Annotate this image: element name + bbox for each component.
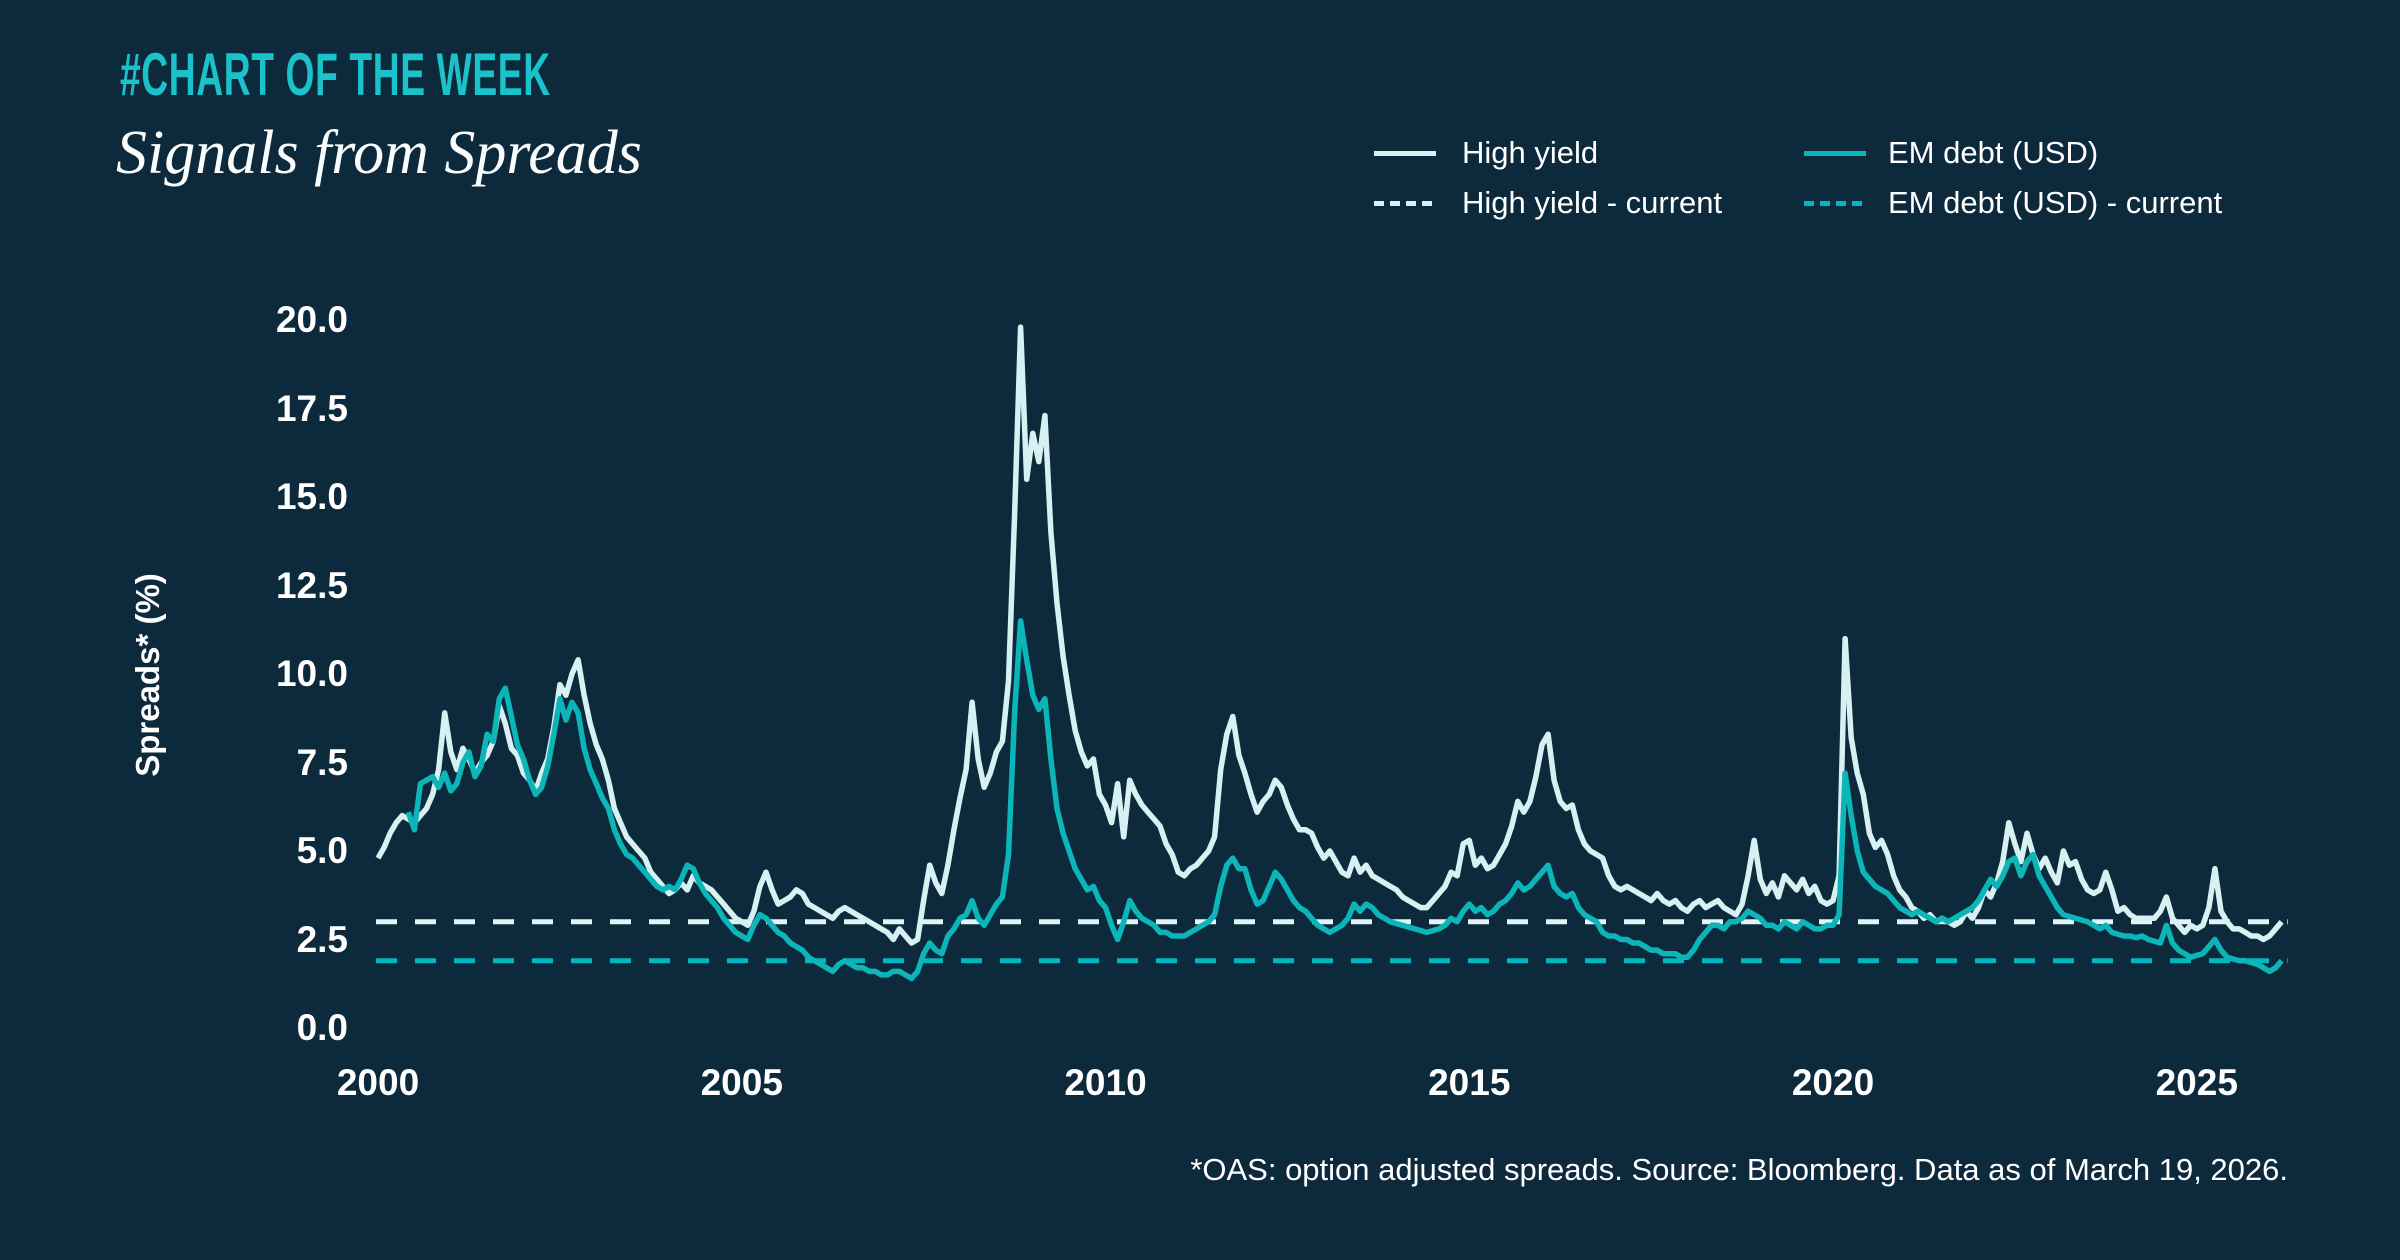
- page-title: Signals from Spreads: [116, 119, 642, 187]
- x-tick-2015: 2015: [1428, 1062, 1511, 1103]
- y-tick-12.5: 12.5: [275, 564, 348, 606]
- series-line-high-yield: [375, 324, 2284, 946]
- y-tick-5.0: 5.0: [296, 830, 348, 871]
- legend-label-high-yield: High yield: [1462, 135, 1599, 170]
- legend-label-high-yield-current: High yield - current: [1462, 185, 1723, 220]
- em-debt-current-swatch-icon: [1804, 200, 1866, 206]
- y-axis-title: Spreads* (%): [129, 573, 166, 777]
- y-tick-7.5: 7.5: [296, 741, 348, 783]
- y-tick-2.5: 2.5: [296, 918, 348, 960]
- y-tick-20.0: 20.0: [275, 299, 348, 340]
- x-tick-2000: 2000: [336, 1062, 420, 1103]
- x-tick-2005: 2005: [700, 1062, 783, 1103]
- high-yield-line-swatch-icon: [1374, 150, 1436, 156]
- high-yield-current-swatch-icon: [1374, 200, 1436, 206]
- series-line-em-debt-usd-: [405, 618, 2284, 982]
- legend-label-em-debt-current: EM debt (USD) - current: [1888, 185, 2223, 220]
- x-tick-2025: 2025: [2155, 1062, 2238, 1103]
- kicker-chart-of-the-week: #CHART OF THE WEEK: [120, 41, 551, 108]
- y-tick-0.0: 0.0: [296, 1007, 348, 1048]
- y-tick-10.0: 10.0: [275, 653, 348, 694]
- legend-label-em-debt: EM debt (USD): [1888, 135, 2099, 170]
- chart-legend: High yield EM debt (USD) High yield - cu…: [1374, 128, 2222, 228]
- y-tick-17.5: 17.5: [275, 387, 348, 429]
- source-footnote: *OAS: option adjusted spreads. Source: B…: [1190, 1152, 2288, 1187]
- y-tick-15.0: 15.0: [275, 476, 348, 517]
- em-debt-line-swatch-icon: [1804, 150, 1866, 156]
- x-tick-2020: 2020: [1791, 1062, 1875, 1103]
- x-tick-2010: 2010: [1064, 1062, 1147, 1103]
